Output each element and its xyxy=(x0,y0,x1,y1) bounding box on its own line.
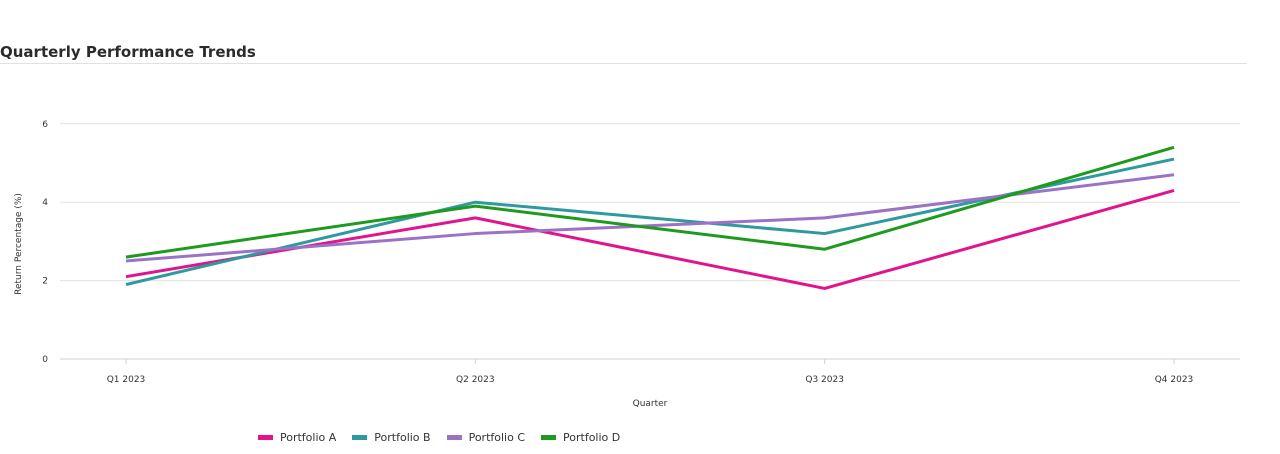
y-tick-label: 2 xyxy=(42,277,48,287)
legend-item[interactable]: Portfolio C xyxy=(446,431,526,444)
title-divider xyxy=(0,63,1247,64)
y-tick-label: 6 xyxy=(42,120,48,130)
x-tick-label: Q2 2023 xyxy=(456,375,495,385)
legend-item[interactable]: Portfolio A xyxy=(258,431,336,444)
legend-swatch xyxy=(446,435,462,440)
legend-swatch xyxy=(352,435,368,440)
series-line-portfolio-a xyxy=(125,188,1175,290)
series-line-portfolio-b xyxy=(125,157,1175,286)
series-line-portfolio-d xyxy=(125,145,1175,259)
legend-item[interactable]: Portfolio B xyxy=(352,431,431,444)
x-tick-label: Q3 2023 xyxy=(805,375,844,385)
x-tick-label: Q1 2023 xyxy=(107,375,146,385)
chart-title: Quarterly Performance Trends xyxy=(0,43,256,61)
gridlines xyxy=(60,123,1240,360)
legend-swatch xyxy=(258,435,273,440)
y-tick-label: 0 xyxy=(42,355,48,365)
series-lines xyxy=(125,145,1175,290)
x-tick-label: Q4 2023 xyxy=(1155,375,1194,385)
x-axis-label: Quarter xyxy=(633,399,668,409)
legend-swatch xyxy=(541,435,557,440)
legend-label: Portfolio B xyxy=(374,431,431,444)
legend-label: Portfolio D xyxy=(563,431,621,444)
legend: Portfolio A Portfolio B Portfolio C Portfol… xyxy=(258,431,620,444)
y-axis-label: Return Percentage (%) xyxy=(14,193,24,295)
x-axis-ticks: Q1 2023 Q2 2023 Q3 2023 Q4 2023 xyxy=(107,359,1194,385)
legend-label: Portfolio C xyxy=(468,431,526,444)
series-line-portfolio-c xyxy=(125,173,1175,263)
y-axis-ticks: 0 2 4 6 xyxy=(42,120,48,365)
y-tick-label: 4 xyxy=(42,198,48,208)
legend-item[interactable]: Portfolio D xyxy=(541,431,620,444)
legend-label: Portfolio A xyxy=(280,431,337,444)
